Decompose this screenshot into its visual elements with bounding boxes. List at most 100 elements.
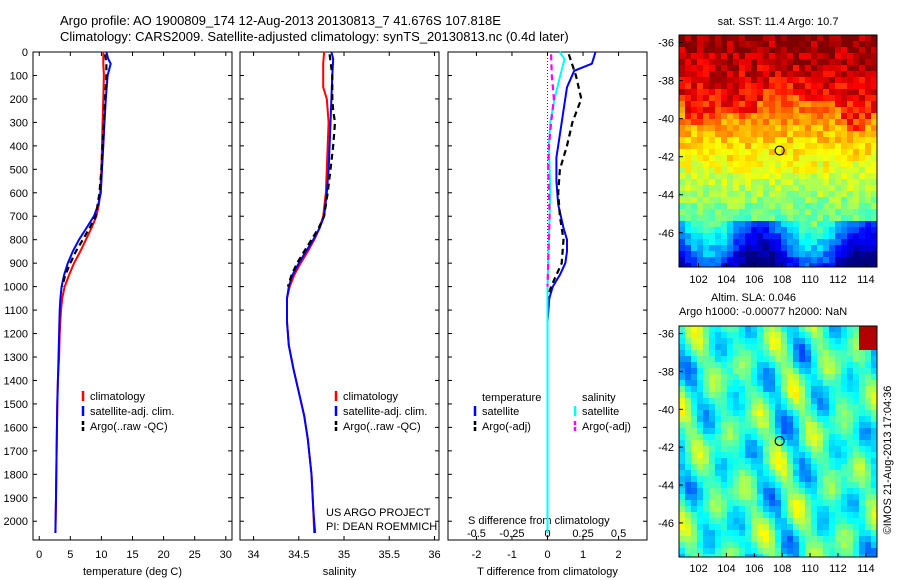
- map-x-tick-label: 104: [717, 274, 735, 286]
- credit-project: US ARGO PROJECT: [326, 507, 431, 519]
- map-y-tick-label: -38: [658, 76, 674, 88]
- map-y-tick-label: -36: [658, 329, 674, 341]
- imos-stamp: ©IMOS 21-Aug-2013 17:04:36: [882, 386, 894, 535]
- x-axis-label: temperature (deg C): [83, 566, 182, 578]
- legend-label: climatology: [343, 391, 399, 403]
- y-tick-label: 200: [10, 94, 28, 106]
- s-diff-tick-label: 0: [544, 528, 550, 540]
- y-tick-label: 400: [10, 141, 28, 153]
- series-line-satelliteadjclim: [286, 51, 335, 534]
- sst-map-title: sat. SST: 11.4 Argo: 10.7: [718, 16, 839, 28]
- series-line-satellite: [546, 51, 566, 533]
- series-line-argorawqc: [286, 54, 337, 287]
- map-x-tick-label: 112: [829, 563, 847, 575]
- plot-frame: [32, 51, 233, 541]
- y-tick-label: 500: [10, 164, 28, 176]
- x-tick-label: 20: [157, 549, 169, 561]
- x-tick-label: 34: [247, 549, 259, 561]
- map-y-tick-label: -46: [658, 518, 674, 530]
- map-x-tick-label: 112: [829, 274, 847, 286]
- legend-header-temperature: temperature: [482, 392, 541, 404]
- map-x-tick-label: 102: [689, 274, 707, 286]
- x-tick-label: 34.5: [288, 549, 309, 561]
- header-line-1: Argo profile: AO 1900809_174 12-Aug-2013…: [60, 13, 501, 28]
- series-line-argorawqc: [61, 54, 108, 287]
- series-line-argoadj: [546, 53, 583, 299]
- map-y-tick-label: -44: [658, 480, 674, 492]
- map-y-tick-label: -38: [658, 366, 674, 378]
- header-line-2: Climatology: CARS2009. Satellite-adjuste…: [60, 29, 569, 44]
- x-tick-label: 30: [220, 549, 232, 561]
- map-y-tick-label: -42: [658, 442, 674, 454]
- y-tick-label: 1400: [4, 375, 28, 387]
- y-tick-label: 700: [10, 211, 28, 223]
- x-tick-label: 15: [126, 549, 138, 561]
- y-tick-label: 900: [10, 258, 28, 270]
- map-x-tick-label: 110: [801, 274, 819, 286]
- map-x-tick-label: 106: [745, 274, 763, 286]
- map-field-sst: [679, 35, 877, 267]
- map-x-tick-label: 106: [745, 563, 763, 575]
- y-tick-label: 800: [10, 235, 28, 247]
- map-x-tick-label: 114: [857, 274, 875, 286]
- map-y-tick-label: -42: [658, 152, 674, 164]
- s-diff-tick-label: -0.25: [499, 528, 524, 540]
- y-tick-label: 1200: [4, 329, 28, 341]
- s-diff-axis-label: S difference from climatology: [468, 515, 610, 527]
- x-tick-label: 2: [616, 549, 622, 561]
- series-line-argoadj: [546, 54, 556, 287]
- sla-map-title: Altim. SLA: 0.046: [711, 292, 796, 304]
- map-y-tick-label: -46: [658, 228, 674, 240]
- legend-label: satellite-adj. clim.: [90, 406, 174, 418]
- x-tick-label: 36: [428, 549, 440, 561]
- x-tick-label: 5: [67, 549, 73, 561]
- plot-frame: [239, 51, 440, 541]
- sla-map-subtitle: Argo h1000: -0.00077 h2000: NaN: [679, 306, 847, 318]
- y-tick-label: 300: [10, 117, 28, 129]
- legend-label: Argo(-adj): [582, 421, 631, 433]
- map-y-tick-label: -40: [658, 114, 674, 126]
- map-y-tick-label: -40: [658, 404, 674, 416]
- x-tick-label: 10: [95, 549, 107, 561]
- y-tick-label: 0: [22, 47, 28, 59]
- map-frame: [678, 34, 878, 268]
- legend-label: satellite: [582, 406, 619, 418]
- map-x-tick-label: 110: [801, 563, 819, 575]
- x-tick-label: 1: [580, 549, 586, 561]
- map-x-tick-label: 108: [773, 274, 791, 286]
- map-x-tick-label: 104: [717, 563, 735, 575]
- x-tick-label: -1: [507, 549, 517, 561]
- map-y-tick-label: -36: [658, 38, 674, 50]
- map-x-tick-label: 108: [773, 563, 791, 575]
- y-tick-label: 1500: [4, 399, 28, 411]
- map-x-tick-label: 114: [857, 563, 875, 575]
- x-axis-label: salinity: [323, 566, 357, 578]
- x-tick-label: 0: [544, 549, 550, 561]
- y-tick-label: 2000: [4, 516, 28, 528]
- legend-header-salinity: salinity: [582, 392, 616, 404]
- x-tick-label: -2: [472, 549, 482, 561]
- credit-pi: PI: DEAN ROEMMICH: [326, 521, 437, 533]
- y-tick-label: 1900: [4, 493, 28, 505]
- x-tick-label: 35: [338, 549, 350, 561]
- y-tick-label: 1800: [4, 469, 28, 481]
- y-tick-label: 1600: [4, 422, 28, 434]
- y-tick-label: 1300: [4, 352, 28, 364]
- y-tick-label: 1000: [4, 282, 28, 294]
- map-x-tick-label: 102: [689, 563, 707, 575]
- legend-label: Argo(..raw -QC): [90, 421, 168, 433]
- y-tick-label: 100: [10, 70, 28, 82]
- legend-label: satellite-adj. clim.: [343, 406, 427, 418]
- x-tick-label: 0: [36, 549, 42, 561]
- y-tick-label: 1700: [4, 446, 28, 458]
- x-tick-label: 25: [189, 549, 201, 561]
- s-diff-tick-label: 0.25: [572, 528, 593, 540]
- s-diff-tick-label: -0.5: [467, 528, 486, 540]
- argo-position-marker: [774, 435, 785, 447]
- argo-position-marker: [774, 145, 785, 156]
- map-field-sla: [679, 326, 877, 557]
- x-tick-label: 35.5: [379, 549, 400, 561]
- legend-label: satellite: [482, 406, 519, 418]
- legend-label: climatology: [90, 391, 146, 403]
